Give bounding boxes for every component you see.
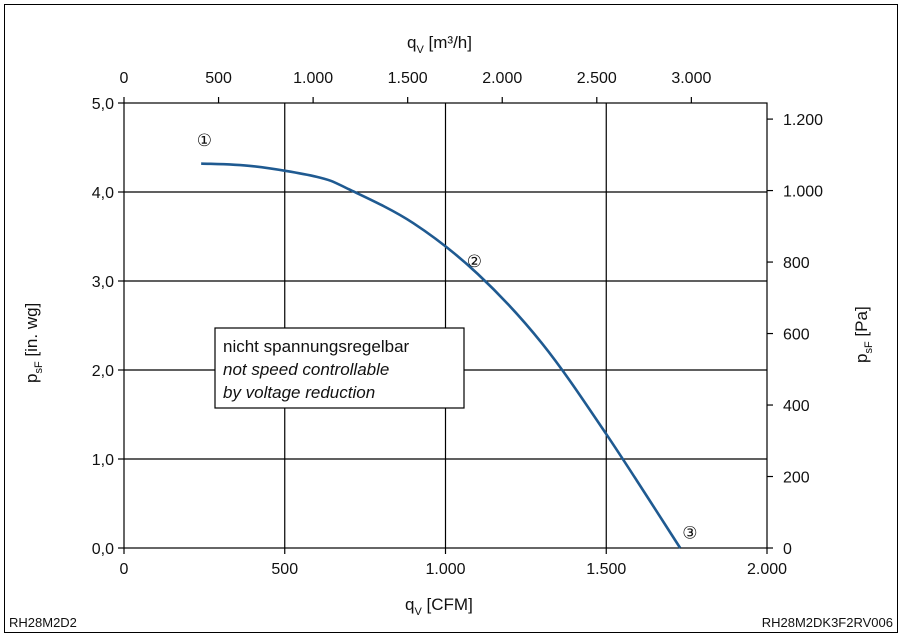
- y-right-tick-label: 0: [783, 541, 792, 558]
- y-left-tick-label: 4,0: [92, 185, 114, 202]
- operating-point-marker-2: ②: [467, 252, 482, 271]
- y-right-tick-label: 1.200: [783, 112, 823, 129]
- y-left-tick-label: 5,0: [92, 96, 114, 113]
- y-right-tick-label: 1.000: [783, 184, 823, 201]
- annotation-line-3: by voltage reduction: [223, 383, 375, 402]
- fan-curve-chart: 0 500 1.000 1.500 2.000 0 500 1.000 1.500 2.000 2.…: [9, 33, 893, 630]
- y-left-tick-label: 1,0: [92, 452, 114, 469]
- tick-labels: 0 500 1.000 1.500 2.000 0 500 1.000 1.500 2.000 2.…: [92, 70, 823, 578]
- annotation-line-2: not speed controllable: [223, 360, 389, 379]
- y-right-axis-label: psF [Pa]: [852, 306, 875, 363]
- y-left-axis-label: psF [in. wg]: [22, 303, 45, 383]
- chart-frame: 0 500 1.000 1.500 2.000 0 500 1.000 1.500 2.000 2.…: [4, 4, 898, 633]
- annotation-frame: [214, 327, 465, 409]
- x-top-axis-label: qV [m³/h]: [407, 33, 472, 56]
- operating-point-marker-3: ③: [682, 523, 697, 542]
- y-left-tick-label: 3,0: [92, 274, 114, 291]
- y-left-tick-label: 2,0: [92, 363, 114, 380]
- operating-point-markers: ① ② ③: [197, 131, 698, 542]
- axis-ticks: [118, 97, 773, 554]
- operating-point-marker-1: ①: [197, 131, 212, 150]
- footer-left-code: RH28M2D2: [9, 615, 77, 630]
- x-bottom-tick-label: 0: [120, 561, 129, 578]
- y-right-tick-label: 600: [783, 327, 810, 344]
- x-bottom-tick-label: 1.000: [425, 561, 465, 578]
- x-top-tick-label: 1.000: [293, 70, 333, 87]
- x-top-tick-label: 0: [120, 70, 129, 87]
- y-right-tick-label: 400: [783, 398, 810, 415]
- annotation-line-1: nicht spannungsregelbar: [223, 337, 410, 356]
- x-bottom-tick-label: 1.500: [586, 561, 626, 578]
- grid-lines: [124, 103, 767, 548]
- x-bottom-tick-label: 500: [271, 561, 298, 578]
- x-top-tick-label: 500: [205, 70, 232, 87]
- y-left-tick-label: 0,0: [92, 541, 114, 558]
- x-bottom-axis-label: qV [CFM]: [405, 595, 473, 618]
- x-top-tick-label: 2.000: [482, 70, 522, 87]
- x-top-tick-label: 2.500: [577, 70, 617, 87]
- y-right-tick-label: 800: [783, 255, 810, 272]
- x-top-tick-label: 1.500: [388, 70, 428, 87]
- footer-right-code: RH28M2DK3F2RV006: [762, 615, 893, 630]
- x-bottom-tick-label: 2.000: [747, 561, 787, 578]
- annotation-box: nicht spannungsregelbar not speed contro…: [214, 327, 465, 409]
- x-top-tick-label: 3.000: [671, 70, 711, 87]
- performance-curve: [201, 162, 682, 549]
- y-right-tick-label: 200: [783, 470, 810, 487]
